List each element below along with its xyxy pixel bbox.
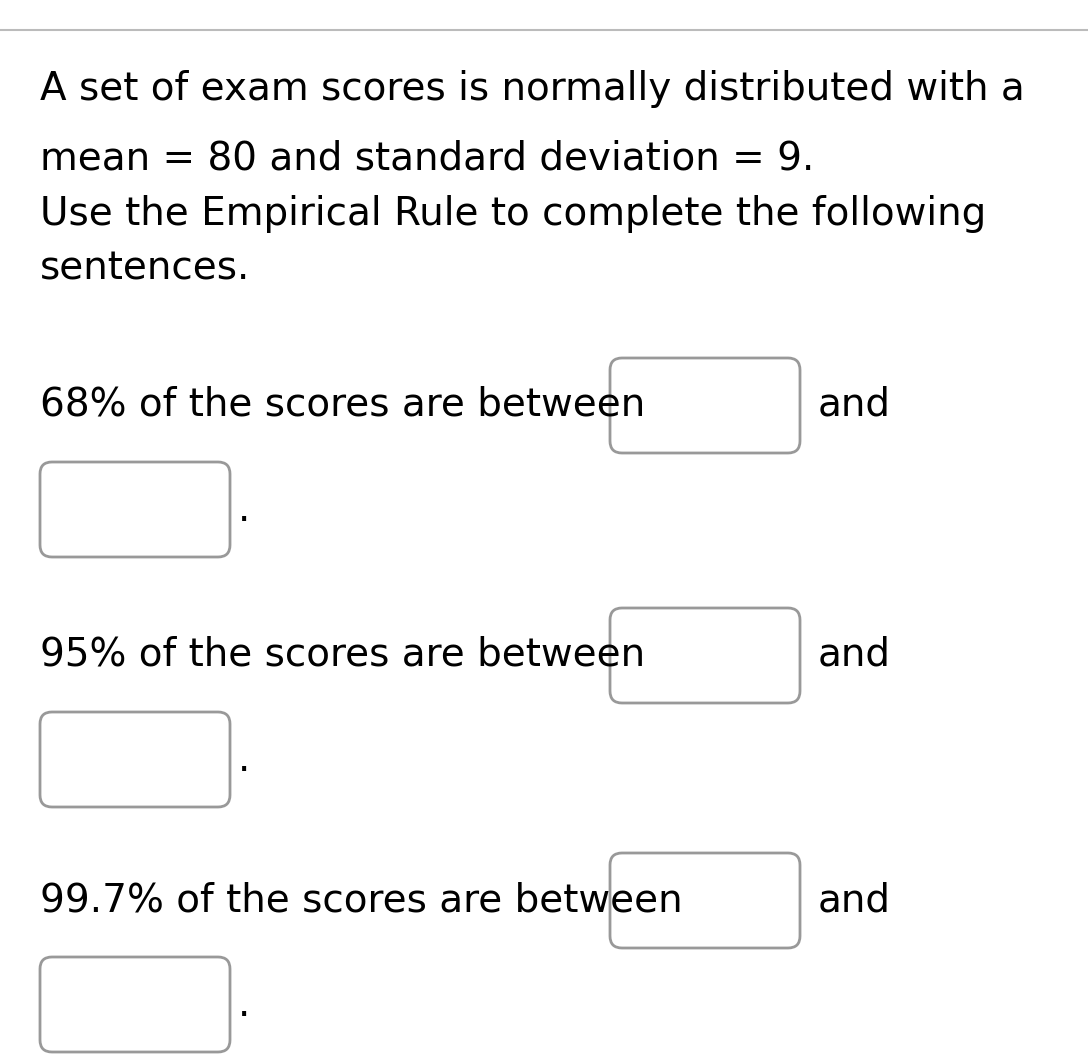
Text: .: . — [238, 986, 250, 1024]
FancyBboxPatch shape — [40, 957, 230, 1052]
Text: 95% of the scores are between: 95% of the scores are between — [40, 636, 645, 674]
Text: sentences.: sentences. — [40, 250, 250, 288]
Text: and: and — [818, 636, 891, 674]
Text: Use the Empirical Rule to complete the following: Use the Empirical Rule to complete the f… — [40, 195, 986, 233]
Text: and: and — [818, 386, 891, 424]
FancyBboxPatch shape — [610, 358, 800, 453]
Text: mean = 80 and standard deviation = 9.: mean = 80 and standard deviation = 9. — [40, 140, 815, 178]
Text: A set of exam scores is normally distributed with a: A set of exam scores is normally distrib… — [40, 70, 1025, 108]
FancyBboxPatch shape — [40, 712, 230, 807]
FancyBboxPatch shape — [610, 853, 800, 948]
FancyBboxPatch shape — [40, 462, 230, 557]
FancyBboxPatch shape — [610, 608, 800, 703]
Text: .: . — [238, 491, 250, 529]
Text: .: . — [238, 741, 250, 779]
Text: 99.7% of the scores are between: 99.7% of the scores are between — [40, 881, 682, 919]
Text: 68% of the scores are between: 68% of the scores are between — [40, 386, 645, 424]
Text: and: and — [818, 881, 891, 919]
